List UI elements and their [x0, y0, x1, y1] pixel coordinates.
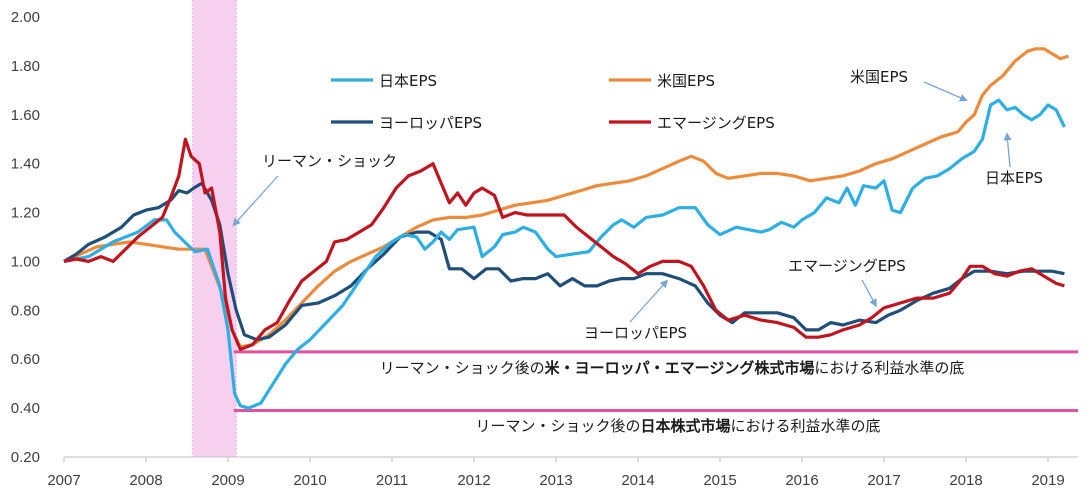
floor-label-part: 米・ヨーロッパ・エマージング株式市場 — [545, 359, 815, 377]
floor-label-part: 日本株式市場 — [640, 417, 730, 435]
axes: 0.20 0.40 0.60 0.80 1.00 1.20 1.40 1.60 1.80 2.00… — [11, 9, 1078, 489]
y-tick-label: 1.20 — [11, 205, 40, 222]
x-tick-label: 2011 — [376, 472, 408, 489]
floor-label-part: における利益水準の底 — [731, 417, 881, 435]
series-line-3 — [63, 137, 1065, 351]
x-tick-label: 2012 — [457, 472, 490, 489]
x-tick-label: 2014 — [621, 472, 654, 489]
annotation-arrow — [861, 279, 877, 308]
x-tick-label: 2013 — [539, 472, 572, 489]
y-tick-label: 0.60 — [11, 351, 40, 368]
floor-label-part: における利益水準の底 — [814, 359, 964, 377]
y-tick-label: 0.20 — [11, 449, 40, 466]
annotation-label: ヨーロッパEPS — [584, 324, 687, 342]
x-tick-label: 2016 — [785, 472, 818, 489]
annotation-arrow — [232, 175, 279, 227]
annotation-label: リーマン・ショック — [262, 152, 397, 170]
y-tick-label: 0.40 — [11, 400, 40, 417]
legend-label: 日本EPS — [379, 72, 437, 90]
x-tick-label: 2017 — [867, 472, 900, 489]
legend: 日本EPS 米国EPS ヨーロッパEPS エマージングEPS — [331, 72, 775, 132]
x-tick-label: 2009 — [211, 472, 244, 489]
annotation-arrow — [629, 279, 669, 323]
annotation-label: 米国EPS — [850, 68, 908, 86]
floor-reference-lines: リーマン・ショック後の米・ヨーロッパ・エマージング株式市場における利益水準の底リ… — [233, 350, 1078, 435]
lehman-shock-period-shade — [192, 0, 237, 457]
legend-label: エマージングEPS — [657, 114, 775, 132]
shaded-period-rect — [192, 0, 237, 457]
series-line-0 — [63, 98, 1066, 410]
y-tick-label: 1.00 — [11, 253, 40, 270]
floor-label: リーマン・ショック後の日本株式市場における利益水準の底 — [475, 417, 880, 435]
y-tick-label: 0.80 — [11, 302, 40, 319]
x-tick-label: 2008 — [129, 472, 162, 489]
annotations: リーマン・ショック 米国EPS 日本EPS エマージングEPS ヨーロッパEPS — [232, 68, 1043, 342]
y-tick-label: 1.60 — [11, 107, 40, 124]
x-tick-label: 2007 — [47, 472, 80, 489]
legend-label: 米国EPS — [657, 72, 715, 90]
series-line-2 — [63, 181, 1065, 342]
x-tick-label: 2015 — [703, 472, 736, 489]
legend-label: ヨーロッパEPS — [379, 114, 482, 132]
x-tick-label: 2018 — [949, 472, 982, 489]
annotation-arrow — [1003, 132, 1012, 168]
annotation-arrow — [923, 81, 968, 102]
floor-label: リーマン・ショック後の米・ヨーロッパ・エマージング株式市場における利益水準の底 — [380, 359, 965, 377]
x-tick-label: 2019 — [1031, 472, 1064, 489]
annotation-label: 日本EPS — [985, 169, 1043, 187]
series-lines — [63, 47, 1069, 410]
y-tick-label: 1.40 — [11, 156, 40, 173]
floor-label-part: リーマン・ショック後の — [380, 359, 545, 377]
y-tick-label: 2.00 — [11, 9, 40, 26]
y-tick-label: 1.80 — [11, 58, 40, 75]
floor-label-part: リーマン・ショック後の — [475, 417, 640, 435]
annotation-label: エマージングEPS — [788, 257, 906, 275]
x-tick-label: 2010 — [293, 472, 326, 489]
